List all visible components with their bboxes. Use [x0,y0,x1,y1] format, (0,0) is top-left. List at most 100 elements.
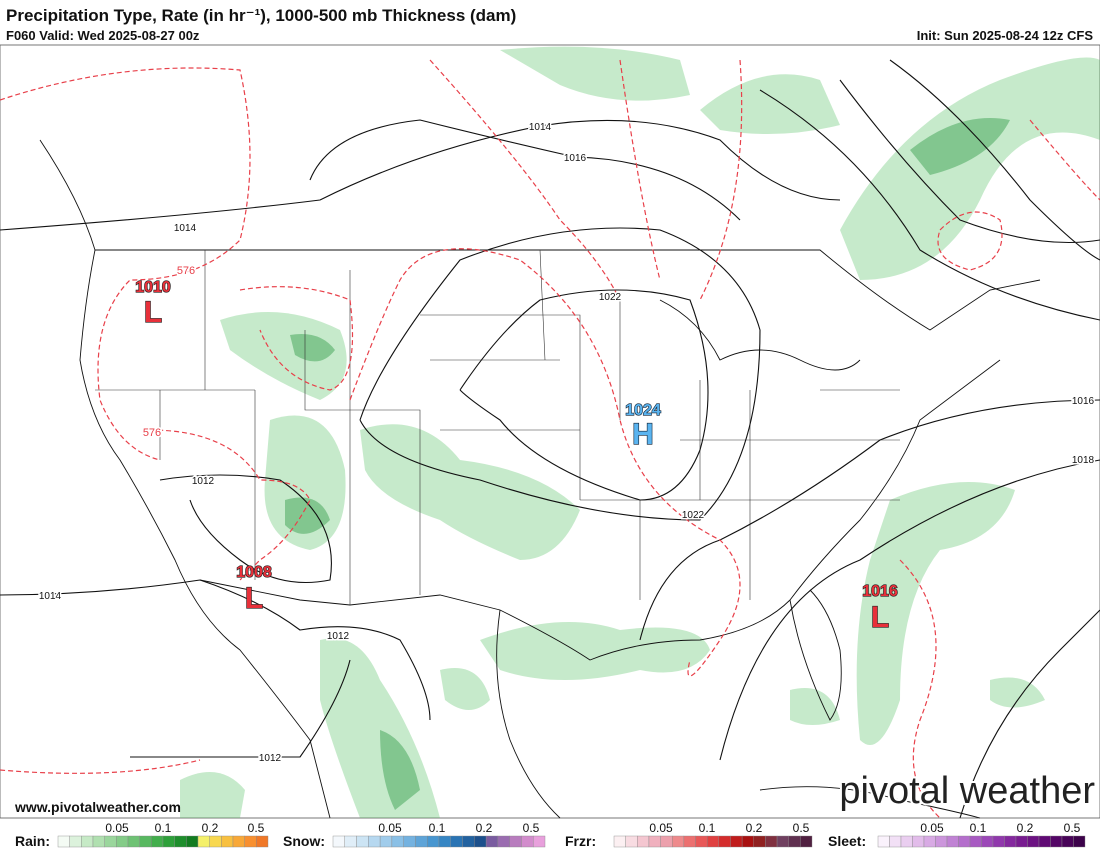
legend-swatch [462,835,475,848]
thickness-line [429,59,743,301]
isobar [639,399,1100,641]
isobar [459,289,709,501]
precip [500,46,690,101]
legend-swatch [209,835,222,848]
border [95,249,1041,331]
legend-swatch [1050,835,1063,848]
isobar [719,459,1100,761]
legend-swatch [1061,835,1074,848]
thickness-line [149,429,311,581]
legend-tick: 0.2 [476,821,493,835]
precip [290,334,335,362]
legend-swatch [648,835,661,848]
isobar [959,609,1100,819]
legend-tick: 0.05 [649,821,673,835]
legend-swatch [221,835,234,848]
legend-swatch [946,835,959,848]
legend-swatch [415,835,428,848]
legend-swatch [776,835,789,848]
precip [990,677,1045,708]
legend-swatch [765,835,778,848]
legend-swatch [958,835,971,848]
precip [220,312,347,400]
legend-label: Frzr: [565,833,596,849]
legend-swatch [935,835,948,848]
legend-swatch [1073,835,1086,848]
center-value: 1024 [625,402,661,419]
center-letter: L [144,296,162,329]
isobar-label: 1022 [599,292,622,303]
legend-swatch [127,835,140,848]
legend-swatch [332,835,345,848]
isobar [759,59,1100,321]
center-letter: L [245,582,263,615]
legend-swatch [344,835,357,848]
isobar [159,474,332,583]
legend-swatch [706,835,720,848]
thickness-line [0,67,251,461]
legend-swatch [174,835,187,848]
thickness-line [899,119,1100,819]
legend-swatch [900,835,913,848]
legend-swatch [485,835,499,848]
legend-swatch [69,835,82,848]
legend-swatch [877,835,890,848]
watermark-logo: pivotal weather [839,770,1095,812]
center-value: 1008 [236,564,272,581]
center-letter: H [632,418,654,451]
isobar-label: 1016 [1072,396,1095,407]
legend-tick: 0.1 [699,821,716,835]
legend-swatch [923,835,936,848]
isobar-label: 1012 [192,476,215,487]
legend-swatch [139,835,152,848]
legend-swatch [753,835,766,848]
isobar-label: 1014 [174,223,197,234]
legend-swatch [741,835,754,848]
legend-tick: 0.05 [105,821,129,835]
legend-swatch [981,835,994,848]
legend-swatch [912,835,925,848]
init-time: Init: Sun 2025-08-24 12z CFS [917,28,1094,43]
precip [480,622,710,680]
legend-swatch [368,835,381,848]
coastline [39,139,331,819]
valid-time: F060 Valid: Wed 2025-08-27 00z [6,28,200,43]
legend-swatch [379,835,393,848]
precip [856,482,1015,745]
legend-swatch [450,835,463,848]
isobar-label: 1022 [682,510,705,521]
precip [320,638,440,818]
legend-swatch [57,835,70,848]
thickness-line [349,248,741,677]
legend-label: Snow: [283,833,325,849]
legend-label: Sleet: [828,833,866,849]
florida [789,589,842,721]
isobar [130,659,351,758]
legend-swatch [244,835,257,848]
legend-swatch [427,835,440,848]
title: Precipitation Type, Rate (in hr⁻¹), 1000… [6,6,516,25]
precip [840,57,1100,280]
thickness-label: 576 [177,265,195,277]
center-letter: L [871,601,889,634]
precip [180,772,245,818]
precip [360,424,580,560]
geography [39,139,1041,819]
thickness-label: 576 [143,427,161,439]
thickness-line [0,759,201,774]
legend-swatch [800,835,813,848]
isobar [359,227,761,521]
isobar-label: 1014 [39,591,62,602]
isobar-label: 1012 [327,631,350,642]
thickness-line [239,286,354,391]
precip [264,415,346,550]
legend-swatch [695,835,708,848]
legend-tick: 0.5 [1064,821,1081,835]
legend-swatch [1004,835,1017,848]
legend-swatch [232,835,245,848]
legend-tick: 0.1 [155,821,172,835]
map: 1014 1016 1014 1022 1016 1018 1012 1022 … [0,44,1100,819]
legend-tick: 0.1 [429,821,446,835]
thickness-lines [0,59,1100,819]
